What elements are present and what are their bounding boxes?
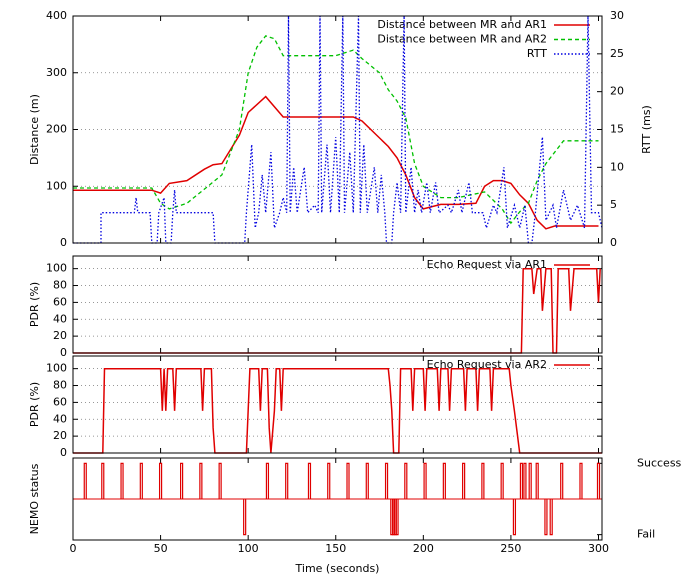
y-tick-label: 20 (53, 329, 67, 342)
plot-frame (72, 457, 603, 541)
y-tick-label: 60 (53, 395, 67, 408)
status-pulse (423, 462, 427, 499)
plot-frame (72, 255, 603, 354)
status-pulse (307, 462, 312, 499)
legend-label: RTT (527, 47, 547, 60)
y-tick-label: 0 (60, 446, 67, 459)
y-tick-label: 0 (60, 346, 67, 359)
status-pulse (512, 499, 517, 536)
y-tick-label: 60 (53, 295, 67, 308)
status-pulse (560, 462, 564, 499)
y2-tick-label: 15 (610, 123, 624, 136)
y-axis-label: PDR (%) (28, 382, 41, 427)
status-pulse (384, 462, 389, 499)
status-pulse (519, 462, 524, 499)
y2-axis-label: RTT (ms) (640, 105, 653, 154)
x-axis-label: Time (seconds) (295, 562, 380, 575)
series-line (73, 367, 602, 454)
series-line (73, 15, 603, 244)
series-line (73, 95, 599, 230)
x-tick-label: 250 (500, 542, 521, 555)
y-axis-label: Distance (m) (28, 94, 41, 165)
status-pulse (285, 462, 289, 499)
y2-tick-label: 5 (610, 198, 617, 211)
y-tick-label: 80 (53, 279, 67, 292)
legend-label: Echo Request via AR1 (427, 258, 547, 271)
status-pulse (404, 462, 408, 499)
status-pulse (544, 499, 548, 536)
status-pulse (462, 462, 466, 499)
status-pulse (365, 462, 369, 499)
status-pulse (243, 499, 247, 536)
status-pulse (596, 462, 601, 499)
y2-tick-label: 0 (610, 236, 617, 249)
status-pulse (442, 462, 446, 499)
status-pulse (579, 462, 583, 499)
x-tick-label: 300 (588, 542, 609, 555)
y-tick-label: 0 (60, 236, 67, 249)
y-tick-label: 300 (46, 66, 67, 79)
y2-tick-label: 20 (610, 85, 624, 98)
status-pulse (523, 462, 527, 499)
plot-frame (72, 355, 603, 454)
y-tick-label: 40 (53, 412, 67, 425)
x-tick-label: 100 (238, 542, 259, 555)
status-pulse (101, 462, 105, 499)
x-tick-label: 150 (325, 542, 346, 555)
legend-label: Echo Request via AR2 (427, 358, 547, 371)
y-axis-label: PDR (%) (28, 282, 41, 327)
status-pulse (500, 462, 504, 499)
status-pulse (346, 462, 350, 499)
series-line (73, 267, 601, 354)
y-tick-label: 400 (46, 9, 67, 22)
status-pulse (327, 462, 331, 499)
status-pulse (218, 462, 222, 499)
status-pulse (535, 462, 539, 499)
x-tick-label: 50 (154, 542, 168, 555)
y-tick-label: 100 (46, 362, 67, 375)
status-pulse (549, 499, 553, 536)
status-pulse (199, 462, 203, 499)
y2-tick-label: 30 (610, 9, 624, 22)
y-tick-label: 20 (53, 429, 67, 442)
status-pulse (265, 462, 270, 499)
y-axis-label: NEMO status (28, 463, 41, 534)
y-tick-label: 100 (46, 262, 67, 275)
y-tick-label: 80 (53, 379, 67, 392)
y2-tick-label: 10 (610, 160, 624, 173)
y-tick-label: 40 (53, 312, 67, 325)
legend-label: Distance between MR and AR2 (377, 33, 547, 46)
status-pulse (528, 462, 532, 499)
y-tick-label: Success (637, 456, 681, 469)
legend-label: Distance between MR and AR1 (377, 18, 547, 31)
status-pulse (180, 462, 184, 499)
y-tick-label: Fail (637, 528, 655, 541)
status-pulse (83, 462, 87, 499)
plot-frame (72, 15, 603, 244)
x-tick-label: 200 (413, 542, 434, 555)
y-tick-label: 100 (46, 179, 67, 192)
y2-tick-label: 25 (610, 47, 624, 60)
status-pulse (139, 462, 143, 499)
status-pulse (395, 499, 399, 536)
status-pulse (481, 462, 485, 499)
x-tick-label: 0 (70, 542, 77, 555)
y-tick-label: 200 (46, 123, 67, 136)
status-pulse (158, 462, 163, 499)
status-pulse (120, 462, 124, 499)
